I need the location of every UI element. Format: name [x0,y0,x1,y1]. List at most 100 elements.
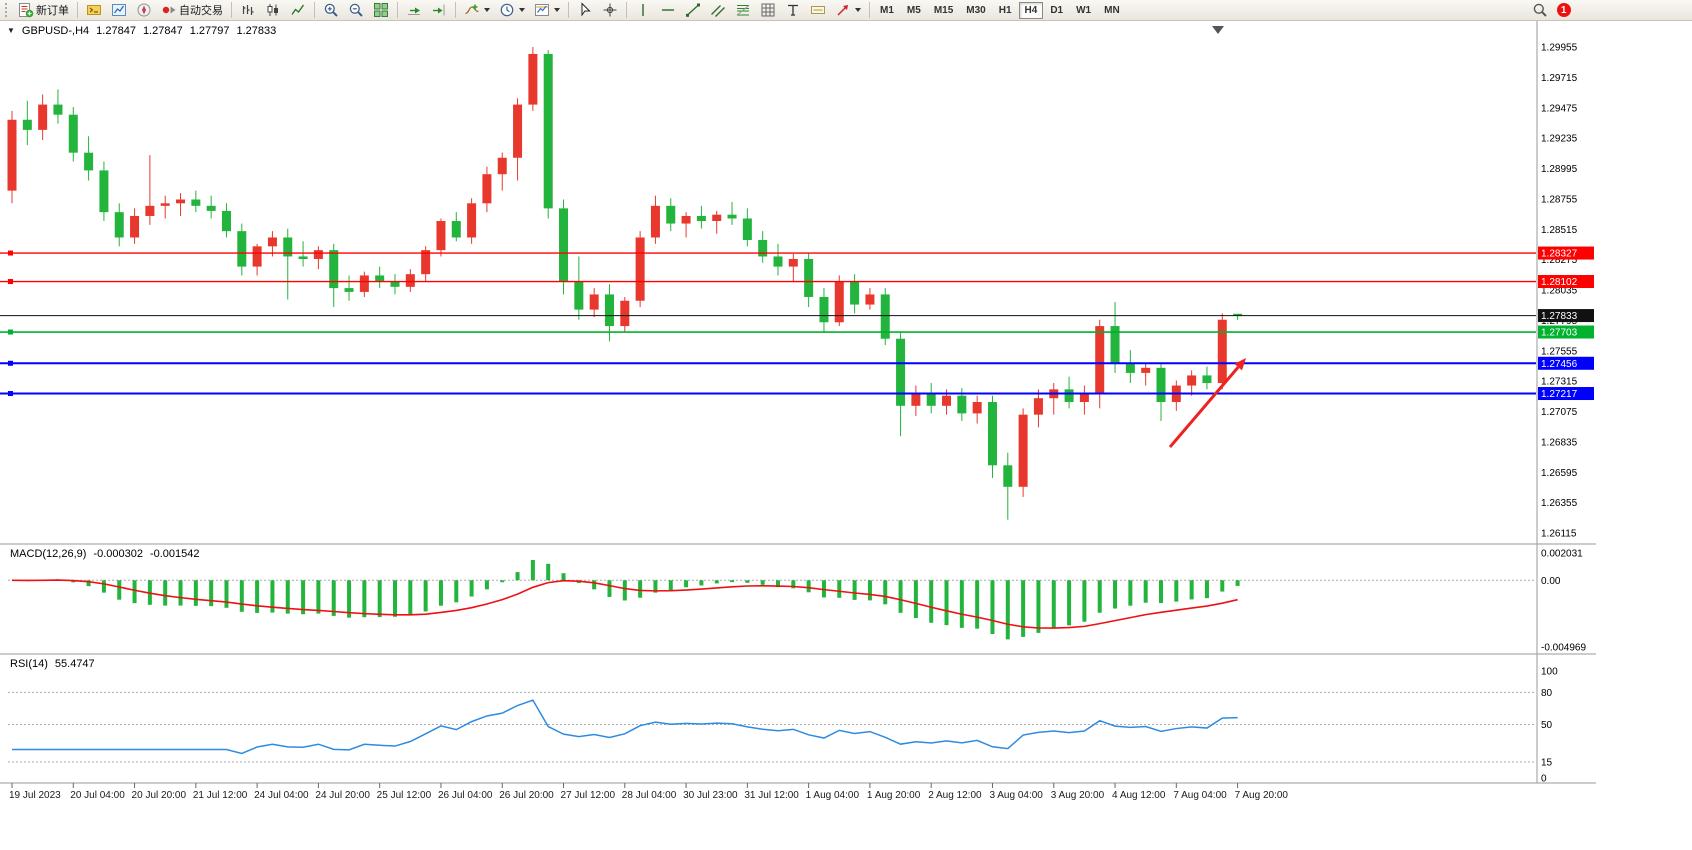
text-button[interactable] [781,1,805,20]
horizontal-line-button[interactable] [656,1,680,20]
auto-scroll-button[interactable] [402,1,426,20]
candle [114,212,124,238]
candle [987,402,997,466]
timeframe-button-mn[interactable]: MN [1098,2,1126,19]
candle [1202,375,1212,384]
autotrading-button[interactable]: 自动交易 [157,1,227,20]
line-handle[interactable] [8,360,13,366]
candle [436,221,446,251]
timeframe-button-d1[interactable]: D1 [1044,2,1069,19]
line-handle[interactable] [8,391,13,397]
candle [1233,313,1243,316]
timeframe-button-m1[interactable]: M1 [874,2,900,19]
time-axis[interactable]: 19 Jul 2023 20 Jul 04:00 20 Jul 20:00 21 Ju… [9,783,1288,801]
vertical-line-button[interactable] [631,1,655,20]
candle [405,274,415,287]
line-handle[interactable] [8,250,13,256]
trend-arrow-annotation[interactable] [1168,358,1246,448]
svg-text:1.27456: 1.27456 [1541,359,1578,370]
svg-text:27 Jul 12:00: 27 Jul 12:00 [561,790,616,801]
new-order-button[interactable]: 新订单 [14,1,73,20]
candle [421,250,431,275]
line-chart-button[interactable] [286,1,310,20]
candlestick-chart-button[interactable] [261,1,285,20]
market-watch-icon [111,2,127,18]
label-icon [810,2,826,18]
crosshair-icon [602,2,618,18]
channel-button[interactable] [706,1,730,20]
candle [252,246,262,267]
chart-canvas[interactable]: 1.29955 1.29715 1.29475 1.29235 1.28995 1.287… [0,21,1692,850]
timeframe-button-w1[interactable]: W1 [1070,2,1097,19]
svg-text:7 Aug 04:00: 7 Aug 04:00 [1173,790,1227,801]
candle [191,199,201,206]
timeframe-button-m15[interactable]: M15 [928,2,959,19]
candle [1217,319,1227,384]
indicators-button[interactable] [460,1,494,20]
candle [451,221,461,238]
support-line-upper[interactable] [0,360,1536,366]
chevron-down-icon [484,8,490,12]
chart-shift-button[interactable] [427,1,451,20]
zoom-in-button[interactable] [319,1,343,20]
candle [53,104,63,115]
zoom-in-icon [323,2,339,18]
resistance-line-upper[interactable] [0,250,1536,256]
timeframe-button-h1[interactable]: H1 [993,2,1018,19]
candle [957,395,967,414]
market-watch-button[interactable] [107,1,131,20]
candle [1095,326,1105,394]
notification-badge[interactable]: 1 [1556,3,1571,17]
collapse-panel-icon[interactable]: ▼ [7,26,15,35]
candle [390,281,400,287]
price-axis[interactable]: 1.29955 1.29715 1.29475 1.29235 1.28995 1.287… [1541,43,1578,540]
toolbar-grip[interactable] [5,3,9,17]
svg-text:1.26115: 1.26115 [1541,529,1577,540]
candle [942,395,952,406]
trendline-button[interactable] [681,1,705,20]
candlestick-series[interactable] [7,47,1243,520]
metaeditor-button[interactable] [82,1,106,20]
toolbar-separator [869,2,870,18]
support-line-lower[interactable] [0,391,1536,397]
shapes-button[interactable] [756,1,780,20]
chart-shift-marker[interactable] [1212,26,1224,34]
crosshair-button[interactable] [598,1,622,20]
high-price-value: 1.27847 [142,25,183,37]
resistance-line-lower[interactable] [0,279,1536,285]
svg-text:1.27555: 1.27555 [1541,346,1578,357]
cursor-button[interactable] [573,1,597,20]
fibonacci-button[interactable] [731,1,755,20]
svg-text:1.27075: 1.27075 [1541,407,1578,418]
templates-button[interactable] [530,1,564,20]
label-button[interactable] [806,1,830,20]
navigator-button[interactable] [132,1,156,20]
chevron-down-icon [554,8,560,12]
zoom-out-button[interactable] [344,1,368,20]
timeframe-button-m5[interactable]: M5 [901,2,927,19]
candle [482,174,492,204]
arrows-button[interactable] [831,1,865,20]
rsi-line [12,699,1238,755]
toolbar-separator [77,2,78,18]
timeframe-button-h4[interactable]: H4 [1018,1,1044,19]
svg-text:-0.004969: -0.004969 [1541,643,1586,654]
candle [1033,398,1043,415]
macd-signal-line [11,579,1238,629]
line-chart-icon [290,2,306,18]
green-level-line[interactable] [0,329,1536,335]
line-handle[interactable] [8,279,13,285]
tile-windows-button[interactable] [369,1,393,20]
close-price-value: 1.27833 [236,25,277,37]
symbol-timeframe-label: GBPUSD-,H4 [21,25,90,37]
bar-chart-button[interactable] [236,1,260,20]
timeframe-button-m30[interactable]: M30 [960,2,991,19]
candle [344,288,354,292]
line-handle[interactable] [8,329,13,335]
vline-icon [635,2,651,18]
periods-button[interactable] [495,1,529,20]
search-button[interactable] [1528,1,1552,20]
candle [359,275,369,292]
svg-text:0.00: 0.00 [1541,576,1561,587]
